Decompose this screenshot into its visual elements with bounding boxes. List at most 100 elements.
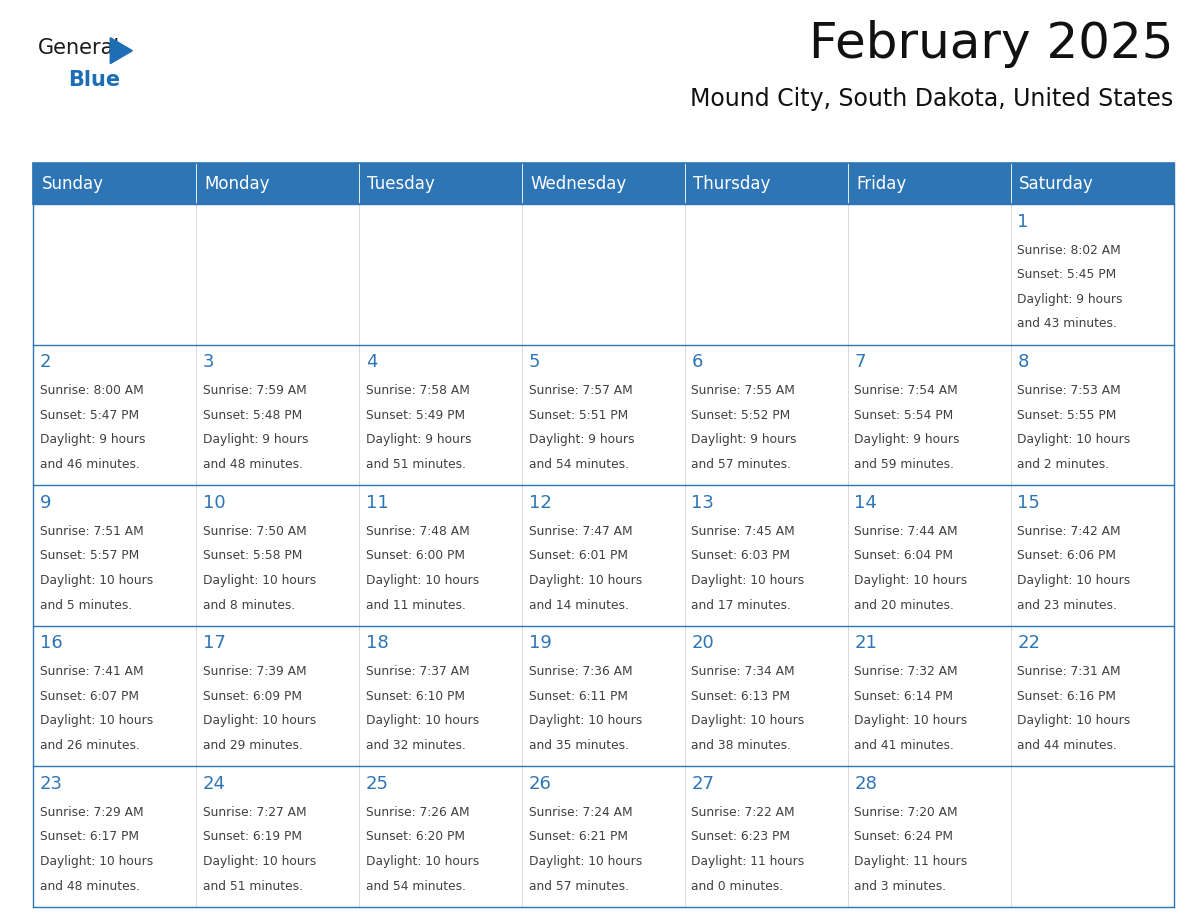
Text: Daylight: 9 hours: Daylight: 9 hours <box>529 433 634 446</box>
Bar <box>359 345 522 486</box>
Bar <box>522 626 685 767</box>
Bar <box>33 163 196 205</box>
Bar <box>196 486 359 626</box>
Bar <box>685 345 848 486</box>
Text: Sunset: 6:07 PM: Sunset: 6:07 PM <box>39 689 139 703</box>
Text: 24: 24 <box>203 775 226 793</box>
Bar <box>196 205 359 345</box>
Text: Sunset: 5:49 PM: Sunset: 5:49 PM <box>366 409 465 421</box>
Polygon shape <box>110 38 132 63</box>
Text: Daylight: 9 hours: Daylight: 9 hours <box>691 433 797 446</box>
Text: Sunrise: 7:31 AM: Sunrise: 7:31 AM <box>1017 666 1121 678</box>
Text: and 2 minutes.: and 2 minutes. <box>1017 458 1110 471</box>
Text: and 48 minutes.: and 48 minutes. <box>39 879 140 892</box>
Text: Sunrise: 7:55 AM: Sunrise: 7:55 AM <box>691 385 795 397</box>
Bar <box>33 163 1174 205</box>
Text: Sunrise: 7:20 AM: Sunrise: 7:20 AM <box>854 806 958 819</box>
Bar <box>196 767 359 907</box>
Bar <box>685 767 848 907</box>
Text: and 59 minutes.: and 59 minutes. <box>854 458 954 471</box>
Text: Sunrise: 7:41 AM: Sunrise: 7:41 AM <box>39 666 144 678</box>
Text: Tuesday: Tuesday <box>367 174 435 193</box>
Text: Daylight: 10 hours: Daylight: 10 hours <box>39 574 153 587</box>
Text: Sunset: 5:55 PM: Sunset: 5:55 PM <box>1017 409 1117 421</box>
Text: and 38 minutes.: and 38 minutes. <box>691 739 791 752</box>
Text: Daylight: 10 hours: Daylight: 10 hours <box>854 714 968 727</box>
Bar <box>1011 767 1174 907</box>
Text: Sunset: 5:52 PM: Sunset: 5:52 PM <box>691 409 791 421</box>
Bar <box>685 486 848 626</box>
Text: Daylight: 10 hours: Daylight: 10 hours <box>529 714 642 727</box>
Text: Sunset: 6:16 PM: Sunset: 6:16 PM <box>1017 689 1117 703</box>
Text: Sunrise: 7:57 AM: Sunrise: 7:57 AM <box>529 385 632 397</box>
Text: Daylight: 10 hours: Daylight: 10 hours <box>366 714 479 727</box>
Bar <box>848 205 1011 345</box>
Bar <box>359 626 522 767</box>
Text: and 32 minutes.: and 32 minutes. <box>366 739 466 752</box>
Bar <box>685 205 848 345</box>
Text: and 57 minutes.: and 57 minutes. <box>691 458 791 471</box>
Text: Daylight: 9 hours: Daylight: 9 hours <box>366 433 472 446</box>
Text: and 17 minutes.: and 17 minutes. <box>691 599 791 611</box>
Text: 17: 17 <box>203 634 226 653</box>
Text: Daylight: 9 hours: Daylight: 9 hours <box>854 433 960 446</box>
Text: 27: 27 <box>691 775 714 793</box>
Text: Sunrise: 7:50 AM: Sunrise: 7:50 AM <box>203 525 307 538</box>
Text: Sunset: 5:47 PM: Sunset: 5:47 PM <box>39 409 139 421</box>
Bar <box>848 163 1011 205</box>
Text: 14: 14 <box>854 494 877 512</box>
Text: Sunrise: 7:22 AM: Sunrise: 7:22 AM <box>691 806 795 819</box>
Text: 21: 21 <box>854 634 877 653</box>
Text: and 3 minutes.: and 3 minutes. <box>854 879 947 892</box>
Text: Sunrise: 7:32 AM: Sunrise: 7:32 AM <box>854 666 958 678</box>
Bar <box>1011 205 1174 345</box>
Text: Daylight: 10 hours: Daylight: 10 hours <box>39 714 153 727</box>
Text: Sunrise: 7:48 AM: Sunrise: 7:48 AM <box>366 525 469 538</box>
Text: 8: 8 <box>1017 353 1029 371</box>
Text: Sunrise: 7:42 AM: Sunrise: 7:42 AM <box>1017 525 1121 538</box>
Text: Daylight: 10 hours: Daylight: 10 hours <box>854 574 968 587</box>
Bar <box>1011 163 1174 205</box>
Text: Monday: Monday <box>204 174 270 193</box>
Text: Sunrise: 7:24 AM: Sunrise: 7:24 AM <box>529 806 632 819</box>
Text: Sunset: 6:04 PM: Sunset: 6:04 PM <box>854 549 954 563</box>
Bar <box>33 767 196 907</box>
Text: Daylight: 10 hours: Daylight: 10 hours <box>366 574 479 587</box>
Text: Daylight: 10 hours: Daylight: 10 hours <box>529 574 642 587</box>
Text: Sunset: 6:14 PM: Sunset: 6:14 PM <box>854 689 954 703</box>
Text: 20: 20 <box>691 634 714 653</box>
Bar <box>848 626 1011 767</box>
Bar <box>1011 345 1174 486</box>
Text: 6: 6 <box>691 353 703 371</box>
Text: Sunrise: 7:27 AM: Sunrise: 7:27 AM <box>203 806 307 819</box>
Text: 2: 2 <box>39 353 51 371</box>
Bar <box>359 767 522 907</box>
Text: Saturday: Saturday <box>1019 174 1094 193</box>
Text: and 48 minutes.: and 48 minutes. <box>203 458 303 471</box>
Text: 25: 25 <box>366 775 388 793</box>
Text: Sunset: 6:10 PM: Sunset: 6:10 PM <box>366 689 465 703</box>
Bar <box>196 345 359 486</box>
Bar <box>196 163 359 205</box>
Text: and 44 minutes.: and 44 minutes. <box>1017 739 1117 752</box>
Text: 19: 19 <box>529 634 551 653</box>
Text: and 11 minutes.: and 11 minutes. <box>366 599 466 611</box>
Text: Daylight: 9 hours: Daylight: 9 hours <box>203 433 308 446</box>
Text: Daylight: 10 hours: Daylight: 10 hours <box>366 855 479 868</box>
Text: 3: 3 <box>203 353 214 371</box>
Text: Sunrise: 7:39 AM: Sunrise: 7:39 AM <box>203 666 307 678</box>
Text: 22: 22 <box>1017 634 1041 653</box>
Text: Sunrise: 7:29 AM: Sunrise: 7:29 AM <box>39 806 144 819</box>
Text: Sunrise: 7:26 AM: Sunrise: 7:26 AM <box>366 806 469 819</box>
Text: and 5 minutes.: and 5 minutes. <box>39 599 132 611</box>
Text: Sunset: 6:20 PM: Sunset: 6:20 PM <box>366 831 465 844</box>
Text: Daylight: 10 hours: Daylight: 10 hours <box>529 855 642 868</box>
Text: Sunset: 6:11 PM: Sunset: 6:11 PM <box>529 689 627 703</box>
Text: 13: 13 <box>691 494 714 512</box>
Text: General: General <box>38 38 120 58</box>
Text: Daylight: 10 hours: Daylight: 10 hours <box>1017 714 1131 727</box>
Text: Daylight: 10 hours: Daylight: 10 hours <box>39 855 153 868</box>
Text: Sunset: 6:09 PM: Sunset: 6:09 PM <box>203 689 302 703</box>
Bar <box>33 205 196 345</box>
Bar <box>359 163 522 205</box>
